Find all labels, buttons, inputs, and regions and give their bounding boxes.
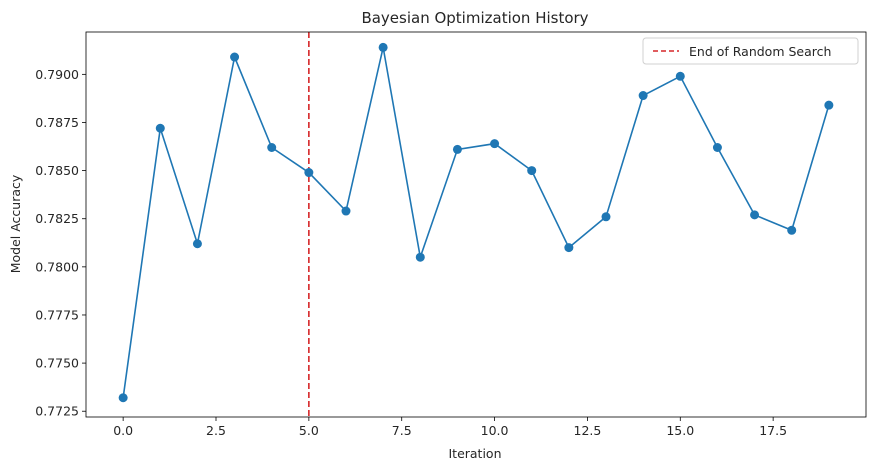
data-point [155,123,165,133]
y-tick-label: 0.7775 [35,307,79,322]
x-tick-label: 15.0 [666,423,694,438]
data-point [341,206,351,216]
y-tick-label: 0.7800 [35,259,79,274]
x-tick-label: 7.5 [392,423,412,438]
data-point [230,52,240,62]
y-tick-label: 0.7900 [35,67,79,82]
data-point [675,71,685,81]
data-point [787,225,797,235]
plot-area [86,32,866,417]
legend-label: End of Random Search [689,44,831,59]
data-point [267,143,277,152]
plot-frame [85,31,867,418]
data-point [824,100,834,110]
x-tick-label: 10.0 [481,423,509,438]
data-point [118,393,128,403]
y-axis: 0.7725 0.7750 0.7775 0.7800 0.7825 0.7850 0.78… [35,67,86,419]
y-tick-label: 0.7850 [35,163,79,178]
series-line [122,47,830,398]
data-point [564,243,574,253]
data-point [638,91,648,101]
data-point [415,252,425,262]
y-tick-label: 0.7825 [35,211,79,226]
y-tick-label: 0.7750 [35,356,79,371]
data-point [750,210,760,220]
x-tick-label: 12.5 [574,423,602,438]
x-tick-label: 2.5 [206,423,226,438]
x-axis-label: Iteration [448,446,501,461]
series-layer [118,42,834,403]
x-tick-label: 5.0 [299,423,319,438]
y-axis-label: Model Accuracy [8,174,23,273]
x-tick-label: 17.5 [759,423,787,438]
data-point [601,212,611,222]
data-point [490,139,500,149]
x-axis: 0.0 2.5 5.0 7.5 10.0 12.5 15.0 17.5 [113,417,787,438]
data-point [304,168,314,178]
y-tick-label: 0.7725 [35,404,79,419]
legend-box [642,37,859,65]
y-tick-label: 0.7875 [35,115,79,130]
x-tick-label: 0.0 [113,423,133,438]
data-point [452,144,462,154]
data-point [527,166,537,176]
chart-title: Bayesian Optimization History [361,9,588,27]
data-point [378,42,388,52]
legend: End of Random Search [642,37,859,65]
data-point [712,143,722,152]
data-point [192,239,202,249]
